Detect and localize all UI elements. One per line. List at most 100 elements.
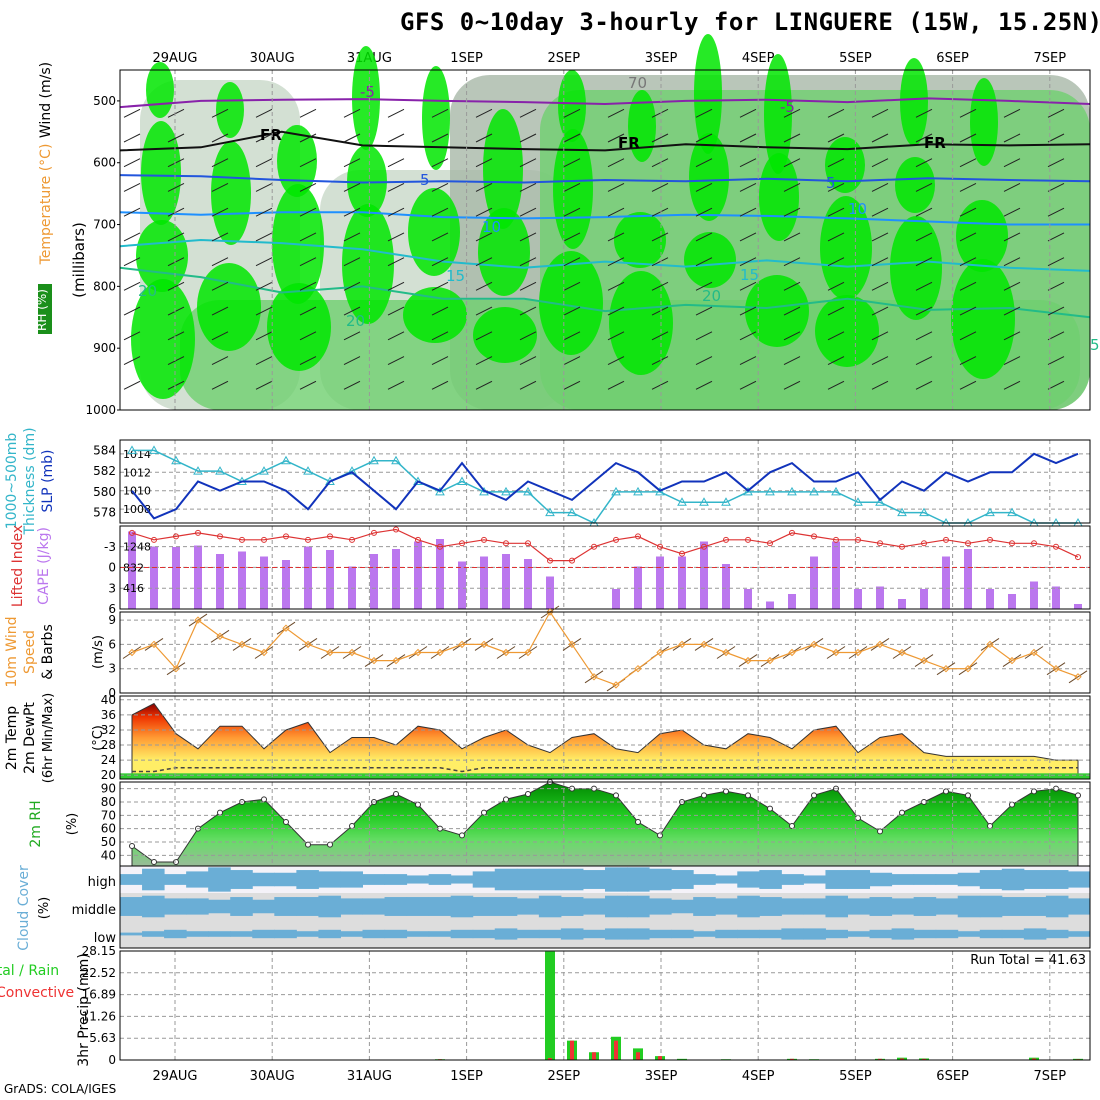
rh-shade-green [403, 287, 467, 343]
cloud-bar [1023, 870, 1047, 889]
thickness-point [809, 486, 819, 496]
lifted-index-line [131, 528, 1079, 562]
rh-point [525, 791, 531, 797]
precip-convective-bar [922, 1058, 926, 1060]
wind-barb [211, 257, 229, 267]
axis-label-thickness-layer: 1000~500mb [4, 433, 20, 530]
wind-speed-point [1008, 656, 1016, 665]
wind-barb [299, 356, 317, 365]
wind-barb [607, 158, 625, 168]
thickness-tick-label: 578 [93, 506, 116, 520]
wind-barb [299, 257, 317, 267]
wind-barb [519, 133, 537, 143]
wind-barb [563, 356, 581, 365]
cloud-bar [737, 895, 760, 918]
lifted-index-point [789, 529, 795, 536]
time-label-top: 7SEP [1034, 51, 1067, 66]
wind-barb [387, 281, 405, 291]
cape-bar [326, 550, 334, 609]
cloud-bar [1001, 897, 1025, 916]
cloud-bar [274, 872, 297, 887]
cloud-bar [869, 897, 893, 916]
rh-point [393, 791, 399, 797]
rh-point [811, 792, 817, 799]
cape-bar [304, 546, 312, 609]
cloud-bar [296, 870, 319, 889]
cloud-bar [450, 895, 474, 918]
thickness-point [985, 507, 995, 517]
cloud-bar [671, 870, 694, 889]
rh-point [327, 841, 333, 848]
wind-barb [1047, 356, 1065, 365]
wind-barb [959, 257, 977, 267]
wind-barb [167, 380, 185, 390]
wind-barb [783, 281, 801, 291]
wind-barb [343, 306, 361, 316]
axis-label-wind-speed: Speed [22, 630, 38, 674]
wind-barb [871, 133, 889, 143]
thickness-point [501, 486, 511, 496]
precip-convective-bar [1032, 1058, 1036, 1060]
cape-bar [700, 541, 708, 609]
wind-barb [959, 331, 977, 341]
wind-barb [695, 380, 713, 390]
thickness-point [567, 507, 577, 517]
lifted-index-point [613, 536, 619, 543]
lifted-index-point [987, 536, 993, 543]
wind-barb [387, 257, 405, 267]
cloud-bar [494, 868, 518, 891]
wind-barb [123, 158, 141, 168]
wind-speed-point [590, 673, 598, 681]
wind-barb [387, 306, 405, 316]
cloud-bar [693, 897, 716, 916]
lifted-index-point [129, 529, 135, 536]
wind-barb [607, 133, 625, 143]
wind-barb [299, 133, 317, 143]
cloud-bar [208, 899, 231, 914]
cape-bar [964, 549, 972, 609]
cape-bar [722, 564, 730, 609]
wind-speed-point [920, 656, 928, 665]
wind-speed-line [131, 610, 1079, 686]
wind-barb [1047, 183, 1065, 192]
rh-point [635, 819, 641, 825]
cloud-bar [627, 928, 650, 940]
cloud-bar [274, 897, 297, 916]
cape-bar [656, 556, 664, 609]
cloud-bar [759, 929, 782, 939]
axis-label-precip: 3hr Precip (mm) [76, 953, 92, 1066]
rh-point [723, 788, 729, 795]
lifted-index-point [899, 543, 905, 550]
cloud-bar [164, 929, 187, 939]
cloud-bar [913, 929, 937, 939]
wind-barb [607, 281, 625, 291]
rh-shade-green [900, 58, 928, 146]
cloud-bar [142, 868, 165, 891]
rh-shade-green [689, 133, 729, 221]
axis-label-cloud: Cloud Cover [16, 865, 32, 951]
rh-shade-green [483, 109, 523, 229]
cloud-bar [406, 875, 430, 884]
cape-bar [854, 589, 862, 609]
wind-barb [827, 380, 845, 390]
wind-barb [167, 108, 185, 118]
wind-speed-point [370, 656, 378, 665]
axis-label-precip-total: Total / Rain [0, 963, 59, 979]
cloud-bar [340, 931, 363, 937]
rh-point [349, 823, 355, 829]
temp-tick-label: 24 [101, 753, 116, 767]
rh-shade-green [694, 34, 722, 154]
precip-tick-label: 0 [108, 1053, 116, 1067]
dewpoint-line [132, 766, 1078, 773]
wind-barb [519, 158, 537, 168]
lifted-index-point [283, 533, 289, 540]
wind-speed-point [392, 656, 400, 665]
rh-shade-green [628, 90, 656, 162]
lifted-index-point [393, 526, 399, 533]
time-label-bottom: 4SEP [742, 1069, 775, 1084]
wind-barb [739, 380, 757, 390]
wind-speed-point [700, 640, 708, 649]
time-label-top: 5SEP [839, 51, 872, 66]
time-label-top: 29AUG [152, 51, 197, 66]
